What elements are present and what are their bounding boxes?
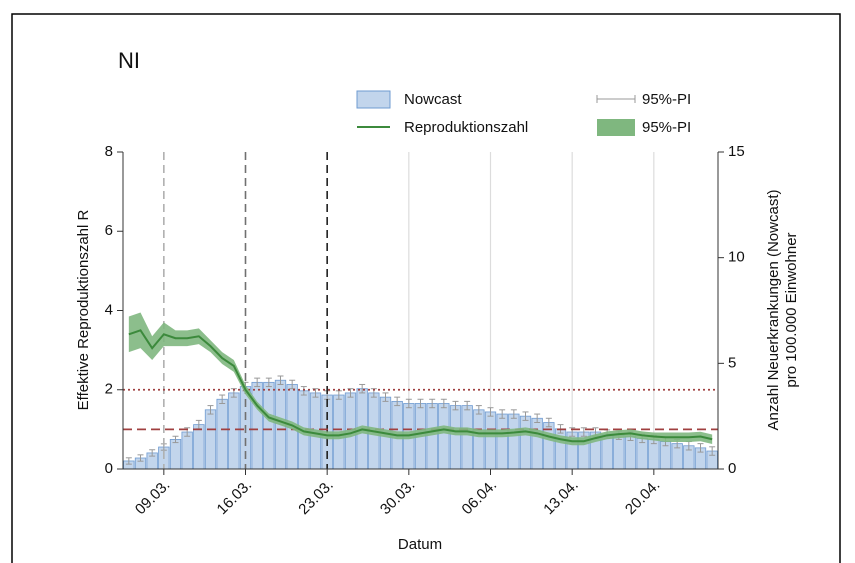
legend-label: Reproduktionszahl [404, 119, 528, 136]
error-bar [534, 413, 541, 424]
x-axis-label: Datum [398, 536, 442, 553]
error-bar [697, 443, 704, 453]
bar [216, 398, 228, 470]
error-bar [207, 405, 214, 415]
y2-tick-label: 10 [728, 249, 745, 266]
bar [449, 405, 462, 470]
chart-title: NI [118, 48, 140, 73]
bar [484, 411, 497, 470]
bar [181, 431, 193, 470]
error-bar [522, 411, 529, 421]
frame [11, 13, 841, 563]
error-bar [394, 396, 401, 407]
bar [204, 409, 217, 470]
error-bar [335, 390, 342, 400]
line [128, 329, 713, 443]
error-bar [580, 427, 587, 437]
y2-tick-label: 15 [728, 143, 745, 160]
error-bar [219, 394, 226, 404]
y-tick-label: 4 [105, 301, 113, 318]
bar [426, 403, 438, 470]
error-bar [265, 377, 272, 388]
bar [438, 403, 450, 470]
bar [508, 413, 520, 470]
error-bar [312, 388, 319, 398]
error-bar [300, 386, 307, 396]
y-tick-label: 0 [105, 460, 113, 477]
error-bar [382, 392, 389, 402]
error-bar [709, 446, 716, 456]
bar [263, 381, 275, 470]
error-bar [172, 435, 179, 444]
error-bar [289, 379, 296, 390]
bar [251, 381, 263, 470]
error-bar [487, 407, 494, 417]
bar [519, 415, 532, 470]
bar [613, 434, 625, 470]
bar [228, 392, 240, 470]
bar [193, 424, 205, 470]
error-bar [545, 417, 552, 428]
error-bar [347, 388, 354, 398]
legend-label: Nowcast [404, 91, 462, 108]
legend-swatch [597, 119, 635, 136]
error-bar [475, 405, 482, 415]
y2-axis-label: Anzahl Neuerkrankungen (Nowcast) [765, 190, 782, 431]
y-axis-label: Effektive Reproduktionszahl R [75, 210, 92, 411]
bar [461, 405, 473, 470]
error-bar [510, 409, 517, 419]
error-bar [149, 449, 156, 457]
error-bar [277, 375, 284, 385]
y-tick-label: 2 [105, 381, 113, 398]
y-tick-label: 8 [105, 143, 113, 160]
error-bar [125, 457, 132, 465]
error-bar [452, 400, 459, 411]
bar [531, 417, 543, 470]
legend-label: 95%-PI [642, 91, 691, 108]
error-bar [405, 398, 412, 409]
error-bar [417, 398, 424, 409]
legend-swatch [356, 90, 391, 109]
y-tick-label: 6 [105, 222, 113, 239]
bar [169, 439, 182, 470]
error-bar [499, 409, 506, 419]
bar [624, 435, 637, 470]
y2-axis-label: pro 100.000 Einwohner [783, 232, 800, 387]
error-bar [359, 383, 366, 394]
y2-tick-label: 5 [728, 354, 736, 371]
error-bar [137, 454, 144, 462]
error-bar [254, 377, 261, 388]
legend-label: 95%-PI [642, 119, 691, 136]
bar [473, 409, 485, 470]
error-bar [440, 398, 447, 409]
bar [496, 413, 508, 470]
y2-tick-label: 0 [728, 460, 736, 477]
error-bar [429, 398, 436, 409]
error-bar [464, 400, 471, 411]
